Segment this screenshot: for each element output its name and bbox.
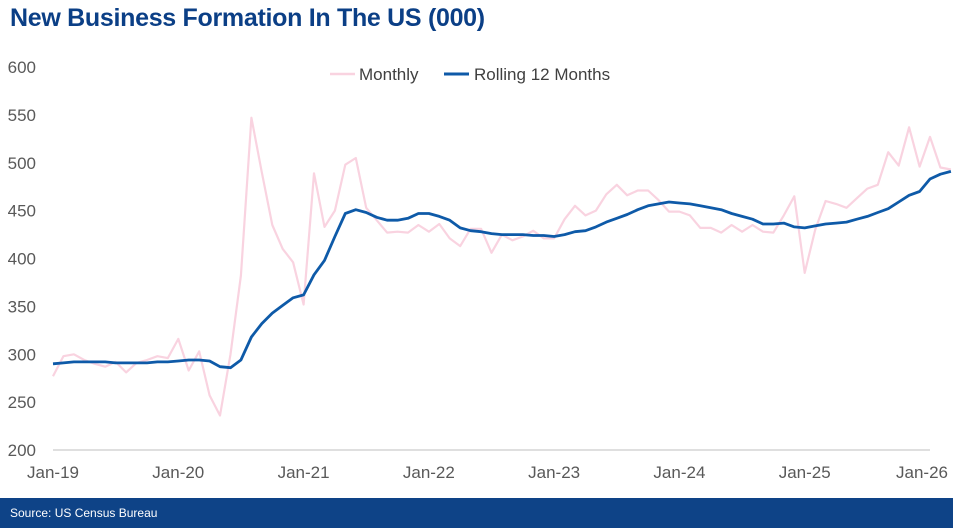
y-tick-label: 250: [8, 393, 36, 412]
y-tick-label: 400: [8, 250, 36, 269]
x-tick-label: Jan-23: [528, 463, 580, 482]
y-tick-label: 450: [8, 202, 36, 221]
line-chart: 200 250 300 350 400 450 500 550 600 Jan-19 Jan-20…: [8, 58, 952, 482]
x-tick-label: Jan-19: [27, 463, 79, 482]
y-tick-label: 350: [8, 297, 36, 316]
y-tick-label: 550: [8, 106, 36, 125]
legend-label-monthly: Monthly: [359, 65, 419, 84]
chart-title: New Business Formation In The US (000): [10, 4, 485, 32]
x-tick-label: Jan-24: [653, 463, 705, 482]
y-tick-label: 200: [8, 441, 36, 460]
x-tick-label: Jan-26: [896, 463, 948, 482]
x-tick-label: Jan-21: [278, 463, 330, 482]
x-tick-label: Jan-25: [779, 463, 831, 482]
y-tick-label: 300: [8, 345, 36, 364]
legend-label-rolling-12-months: Rolling 12 Months: [474, 65, 610, 84]
legend: Monthly Rolling 12 Months: [330, 65, 610, 84]
x-tick-label: Jan-22: [403, 463, 455, 482]
footer-bar: Source: US Census Bureau: [0, 498, 953, 528]
source-note: Source: US Census Bureau: [10, 506, 158, 520]
series-line-monthly: [52, 116, 952, 417]
y-tick-label: 500: [8, 154, 36, 173]
x-tick-label: Jan-20: [152, 463, 204, 482]
series-line-rolling-12-months: [52, 170, 952, 370]
y-tick-label: 600: [8, 58, 36, 77]
